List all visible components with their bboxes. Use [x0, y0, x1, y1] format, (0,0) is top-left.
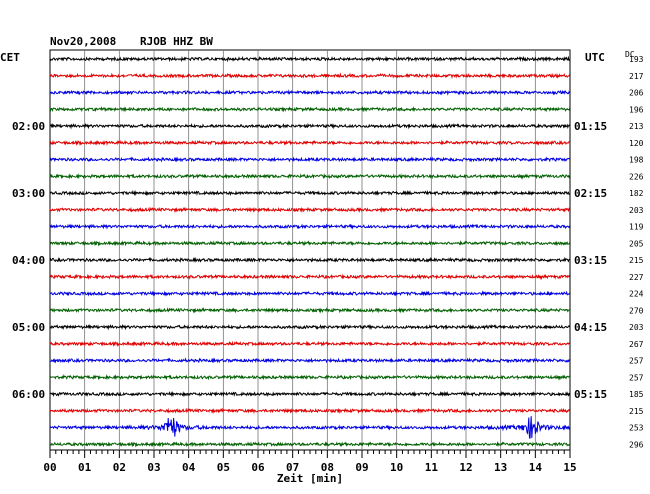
- seismic-trace-0: [49, 55, 571, 63]
- dc-offset-label: 119: [629, 223, 644, 232]
- dc-offset-label: 198: [629, 156, 644, 165]
- seismic-trace-12: [49, 256, 570, 263]
- right-time-label: 03:15: [574, 254, 607, 267]
- x-tick-label: 07: [286, 461, 299, 474]
- dc-offset-label: 217: [629, 72, 644, 81]
- right-time-label: 05:15: [574, 388, 607, 401]
- minute-grid: [84, 50, 536, 450]
- seismic-trace-20: [49, 390, 571, 398]
- seismic-trace-17: [49, 340, 570, 348]
- dc-column-label: DC: [625, 50, 635, 59]
- seismic-trace-21: [49, 407, 571, 415]
- x-tick-label: 15: [563, 461, 576, 474]
- dc-offset-labels: 193 217 206 196 213 120 198 226 182 203 119 205 215 2…: [629, 55, 644, 449]
- seismic-trace-5: [49, 139, 570, 147]
- x-tick-label: 10: [390, 461, 403, 474]
- x-tick-label: 13: [494, 461, 507, 474]
- x-tick-label: 09: [355, 461, 368, 474]
- seismic-trace-15: [49, 307, 570, 314]
- x-tick-label: 04: [182, 461, 196, 474]
- seismic-trace-1: [49, 72, 571, 80]
- dc-offset-label: 203: [629, 206, 644, 215]
- right-time-label: 02:15: [574, 187, 607, 200]
- right-time-labels: 01:15 02:15 03:15 04:15 05:15: [574, 120, 607, 401]
- seismic-trace-18: [49, 357, 571, 364]
- x-tick-label: 05: [217, 461, 230, 474]
- left-time-label: 04:00: [12, 254, 45, 267]
- dc-offset-label: 206: [629, 89, 644, 98]
- left-time-label: 03:00: [12, 187, 45, 200]
- chart-date: Nov20,2008: [50, 35, 116, 48]
- x-tick-label: 14: [529, 461, 543, 474]
- dc-offset-label: 226: [629, 172, 644, 181]
- seismic-trace-23: [49, 440, 570, 448]
- x-tick-label: 12: [459, 461, 472, 474]
- right-timezone-label: UTC: [585, 51, 605, 64]
- dc-offset-label: 182: [629, 189, 644, 198]
- seismic-trace-22: [49, 416, 571, 439]
- seismic-trace-7: [49, 173, 571, 180]
- x-tick-label: 11: [425, 461, 439, 474]
- dc-offset-label: 227: [629, 273, 644, 282]
- seismic-trace-9: [49, 206, 571, 214]
- x-tick-label: 00: [43, 461, 56, 474]
- left-time-label: 02:00: [12, 120, 45, 133]
- seismic-trace-3: [49, 106, 571, 113]
- dc-offset-label: 203: [629, 323, 644, 332]
- dc-offset-label: 196: [629, 105, 644, 114]
- left-timezone-label: CET: [0, 51, 20, 64]
- dc-offset-label: 213: [629, 122, 644, 131]
- x-tick-label: 01: [78, 461, 92, 474]
- x-tick-label: 08: [321, 461, 334, 474]
- seismic-trace-6: [49, 156, 570, 163]
- dc-offset-label: 296: [629, 440, 644, 449]
- seismic-trace-11: [49, 239, 571, 247]
- dc-offset-label: 215: [629, 256, 644, 265]
- dc-offset-label: 257: [629, 373, 644, 382]
- dc-offset-label: 270: [629, 306, 644, 315]
- left-time-label: 06:00: [12, 388, 45, 401]
- x-tick-label: 03: [147, 461, 160, 474]
- dc-offset-label: 267: [629, 340, 644, 349]
- seismic-trace-13: [49, 273, 571, 281]
- x-axis: 00 01 02 03 04 05 06 07 08 09 10 11 12 13 14 15: [43, 450, 577, 474]
- seismic-trace-4: [49, 122, 571, 130]
- chart-station: RJOB HHZ BW: [140, 35, 213, 48]
- dc-offset-label: 185: [629, 390, 644, 399]
- seismic-traces: [49, 55, 571, 448]
- x-tick-label: 02: [113, 461, 126, 474]
- dc-offset-label: 257: [629, 357, 644, 366]
- dc-offset-label: 224: [629, 290, 644, 299]
- dc-offset-label: 205: [629, 239, 644, 248]
- dc-offset-label: 253: [629, 424, 644, 433]
- seismic-trace-8: [49, 189, 570, 197]
- right-time-label: 01:15: [574, 120, 607, 133]
- seismic-trace-14: [49, 290, 571, 297]
- x-axis-title: Zeit [min]: [277, 472, 343, 485]
- dc-offset-label: 120: [629, 139, 644, 148]
- left-time-label: 05:00: [12, 321, 45, 334]
- x-tick-label: 06: [251, 461, 265, 474]
- seismic-trace-10: [49, 223, 571, 230]
- dc-offset-label: 193: [629, 55, 644, 64]
- right-time-label: 04:15: [574, 321, 607, 334]
- dc-offset-label: 215: [629, 407, 644, 416]
- left-time-labels: 02:00 03:00 04:00 05:00 06:00: [12, 120, 45, 401]
- seismic-trace-2: [49, 89, 571, 96]
- seismic-trace-19: [49, 374, 570, 381]
- seismic-trace-16: [49, 323, 571, 331]
